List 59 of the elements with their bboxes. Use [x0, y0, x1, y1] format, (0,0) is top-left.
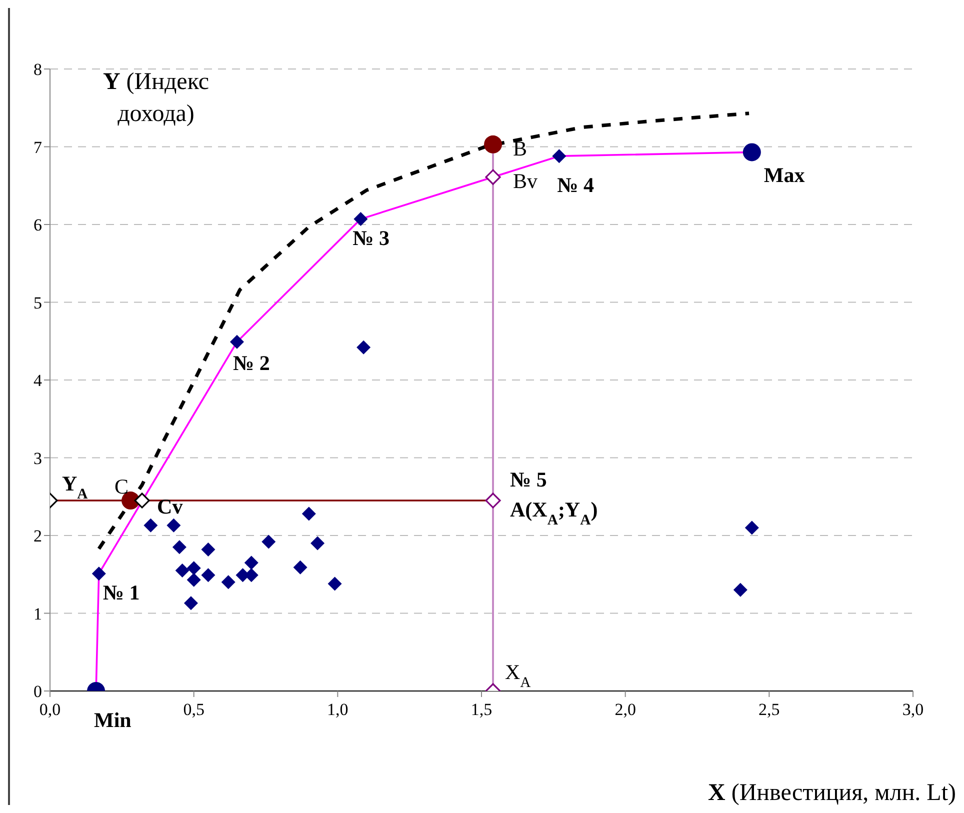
- point: [201, 542, 216, 556]
- annotation: № 1: [102, 580, 140, 605]
- point: [230, 334, 244, 349]
- point: [328, 576, 342, 591]
- annotation: № 2: [232, 350, 270, 375]
- annotation: Min: [94, 708, 132, 732]
- y-tick-label: 4: [34, 371, 42, 390]
- point: [310, 536, 325, 550]
- point: [354, 212, 368, 226]
- x-tick-label: 2,0: [614, 700, 636, 720]
- annotation: Bv: [513, 169, 538, 194]
- y-axis-title: Y (Индекс дохода): [102, 68, 210, 129]
- point: [175, 563, 190, 578]
- y-tick-label: 7: [34, 138, 42, 157]
- x-tick-label: 2,5: [758, 700, 780, 720]
- annotation: B: [513, 136, 528, 160]
- point: [302, 506, 316, 521]
- annotation: № 4: [557, 173, 595, 198]
- y-tick-label: 3: [34, 448, 42, 468]
- point: [172, 540, 186, 554]
- annotation: Y$_{A}$: [62, 472, 88, 503]
- point: [184, 596, 198, 610]
- annotation: A(X$_{A}$;Y$_{A}$): [510, 498, 598, 529]
- y-tick-label: 5: [34, 293, 42, 312]
- point: [742, 143, 761, 162]
- point: [485, 492, 501, 508]
- annotation: C: [114, 474, 129, 499]
- x-tick-label: 3,0: [902, 700, 924, 720]
- point: [552, 149, 566, 164]
- point: [166, 518, 181, 532]
- x-tick-label: 0,0: [39, 700, 61, 720]
- annotation: № 3: [352, 226, 390, 250]
- point: [485, 169, 501, 185]
- x-tick-label: 1,0: [327, 700, 348, 720]
- annotation: № 5: [510, 468, 547, 492]
- annotation: X$_{A}$: [505, 660, 532, 691]
- point: [262, 534, 276, 549]
- point: [744, 520, 759, 535]
- x-axis-title: X (Инвестиция, млн. Lt): [708, 780, 956, 807]
- x-tick-label: 0,5: [183, 700, 204, 720]
- point: [186, 561, 201, 576]
- point: [221, 575, 236, 590]
- point: [356, 340, 371, 354]
- point: [186, 572, 201, 587]
- point: [92, 566, 106, 581]
- point: [733, 582, 748, 597]
- annotation: Max: [764, 163, 806, 188]
- point: [244, 556, 258, 570]
- y-tick-label: 6: [34, 216, 42, 235]
- y-tick-label: 0: [34, 682, 42, 702]
- y-tick-label: 1: [34, 604, 42, 624]
- point: [293, 560, 308, 574]
- point: [144, 518, 158, 532]
- point: [201, 568, 216, 582]
- x-tick-label: 1,5: [470, 700, 492, 720]
- y-tick-label: 8: [34, 60, 42, 80]
- point: [484, 135, 502, 154]
- y-tick-label: 2: [34, 526, 42, 546]
- annotation: Cv: [157, 494, 184, 519]
